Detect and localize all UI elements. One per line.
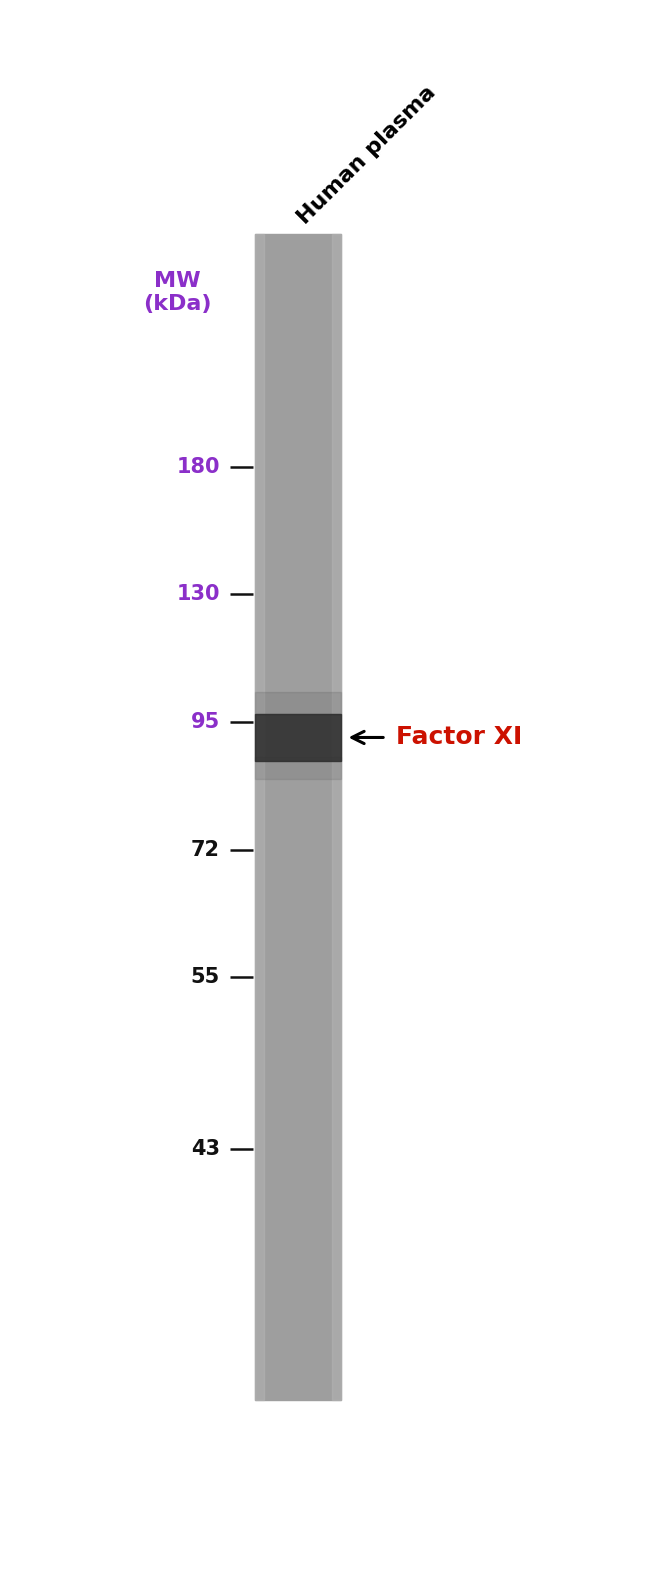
Text: MW
(kDa): MW (kDa) — [143, 271, 211, 314]
Bar — [255, 234, 341, 1400]
Text: 180: 180 — [176, 457, 220, 478]
Text: Human plasma: Human plasma — [294, 83, 439, 228]
Bar — [255, 757, 341, 779]
Bar — [255, 714, 341, 760]
Bar — [255, 692, 341, 714]
Text: 72: 72 — [191, 840, 220, 861]
Text: 55: 55 — [190, 968, 220, 987]
Text: 130: 130 — [176, 583, 220, 604]
Bar — [255, 234, 264, 1400]
Bar — [332, 234, 341, 1400]
Text: 95: 95 — [190, 711, 220, 732]
Text: 43: 43 — [191, 1138, 220, 1159]
Text: Factor XI: Factor XI — [396, 725, 523, 749]
